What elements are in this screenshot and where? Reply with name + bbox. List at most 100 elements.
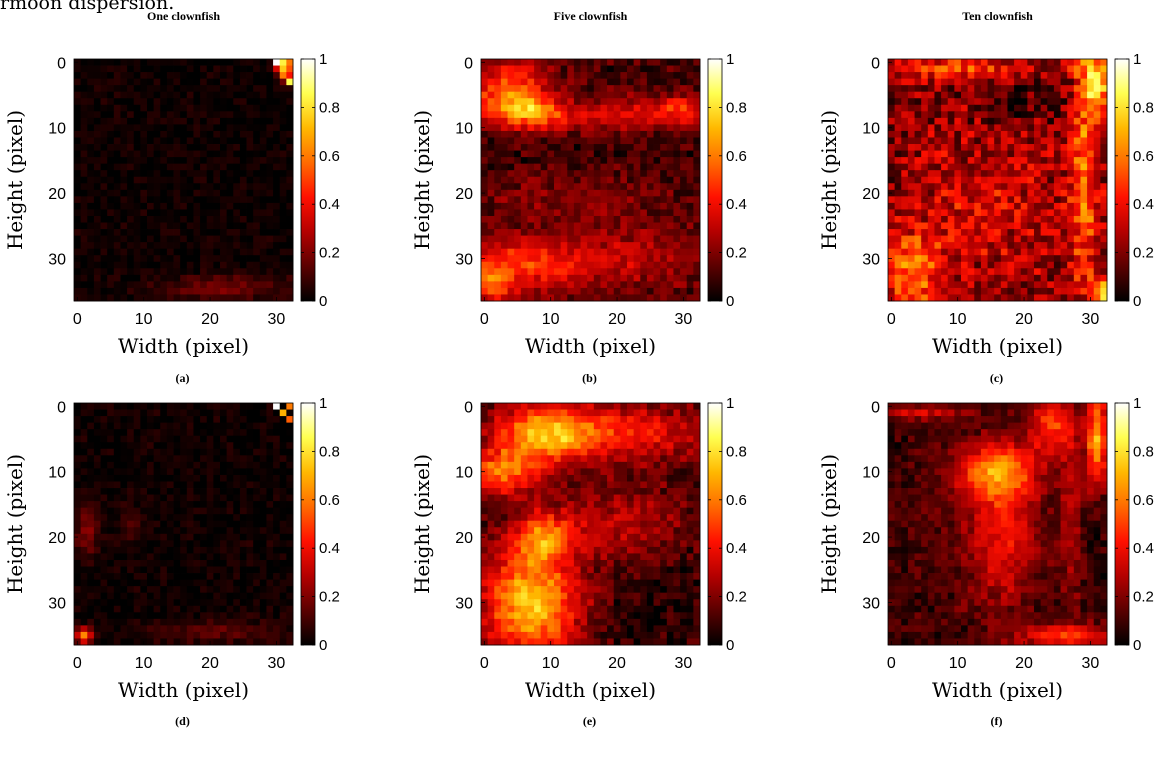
heatmap-cell bbox=[140, 124, 148, 132]
heatmap-cell bbox=[253, 625, 261, 633]
heatmap-cell bbox=[120, 242, 128, 250]
heatmap-cell bbox=[1014, 287, 1022, 295]
heatmap-cell bbox=[947, 196, 955, 204]
heatmap-cell bbox=[914, 183, 922, 191]
heatmap-cell bbox=[1000, 130, 1008, 138]
heatmap-cell bbox=[534, 261, 542, 269]
heatmap-cell bbox=[600, 268, 608, 276]
heatmap-cell bbox=[87, 403, 95, 410]
heatmap-cell bbox=[640, 72, 648, 80]
heatmap-cell bbox=[87, 144, 95, 151]
heatmap-cell bbox=[273, 474, 281, 482]
heatmap-cell bbox=[233, 514, 241, 522]
heatmap-cell bbox=[888, 235, 896, 243]
heatmap-cell bbox=[200, 144, 208, 151]
heatmap-cell bbox=[527, 196, 535, 204]
heatmap-cell bbox=[107, 474, 115, 482]
heatmap-cell bbox=[1100, 248, 1108, 256]
heatmap-cell bbox=[554, 91, 562, 99]
heatmap-cell bbox=[273, 546, 281, 554]
heatmap-cell bbox=[173, 409, 181, 417]
heatmap-cell bbox=[1020, 248, 1028, 256]
heatmap-cell bbox=[233, 274, 241, 282]
heatmap-cell bbox=[259, 215, 267, 223]
heatmap-cell bbox=[233, 117, 241, 125]
heatmap-cell bbox=[607, 176, 615, 184]
heatmap-cell bbox=[1093, 209, 1101, 217]
heatmap-cell bbox=[220, 59, 228, 66]
heatmap-cell bbox=[580, 72, 588, 80]
heatmap-cell bbox=[1034, 78, 1042, 86]
heatmap-cell bbox=[160, 287, 168, 295]
heatmap-cell bbox=[74, 235, 82, 243]
heatmap-cell bbox=[1014, 111, 1022, 119]
heatmap-cell bbox=[901, 59, 909, 66]
heatmap-cell bbox=[481, 78, 489, 86]
heatmap-cell bbox=[80, 540, 88, 548]
heatmap-cell bbox=[107, 150, 115, 158]
heatmap-cell bbox=[160, 618, 168, 626]
heatmap-cell bbox=[1027, 202, 1035, 210]
heatmap-cell bbox=[87, 72, 95, 80]
heatmap-cell bbox=[980, 72, 988, 80]
heatmap-cell bbox=[527, 229, 535, 236]
heatmap-cell bbox=[226, 268, 234, 276]
colorbar: 00.20.40.60.81 bbox=[300, 51, 340, 310]
heatmap-cell bbox=[173, 403, 181, 410]
heatmap-cell bbox=[273, 403, 281, 410]
heatmap-cell bbox=[967, 59, 975, 66]
heatmap-cell bbox=[233, 566, 241, 574]
heatmap-cell bbox=[1007, 255, 1015, 263]
heatmap-cell bbox=[620, 215, 628, 223]
heatmap-cell bbox=[220, 429, 228, 437]
heatmap-cell bbox=[127, 553, 135, 561]
heatmap-cell bbox=[80, 429, 88, 437]
heatmap-cell bbox=[520, 248, 528, 256]
heatmap-cell bbox=[914, 150, 922, 158]
heatmap-cell bbox=[193, 202, 201, 210]
heatmap-cell bbox=[239, 612, 247, 620]
heatmap-cell bbox=[153, 215, 161, 223]
heatmap-cell bbox=[653, 255, 661, 263]
heatmap-cell bbox=[193, 599, 201, 607]
heatmap-cell bbox=[901, 157, 909, 165]
heatmap-cell bbox=[660, 59, 668, 66]
heatmap-cell bbox=[600, 189, 608, 197]
heatmap-cell bbox=[173, 85, 181, 93]
heatmap-cell bbox=[693, 91, 701, 99]
heatmap-cell bbox=[1060, 196, 1068, 204]
heatmap-cell bbox=[266, 78, 274, 86]
heatmap-cell bbox=[107, 202, 115, 210]
heatmap-cell bbox=[1020, 130, 1028, 138]
heatmap-cell bbox=[74, 268, 82, 276]
heatmap-cell bbox=[273, 91, 281, 99]
heatmap-cell bbox=[253, 435, 261, 443]
heatmap-cell bbox=[273, 59, 281, 66]
heatmap-cell bbox=[133, 170, 141, 178]
heatmap-cell bbox=[934, 287, 942, 295]
heatmap-cell bbox=[1087, 261, 1095, 269]
heatmap-cell bbox=[994, 150, 1002, 158]
heatmap-cell bbox=[213, 625, 221, 633]
heatmap-cell bbox=[113, 65, 121, 73]
heatmap-cell bbox=[107, 422, 115, 430]
heatmap-cell bbox=[213, 501, 221, 509]
heatmap-cell bbox=[1020, 202, 1028, 210]
heatmap-cell bbox=[226, 520, 234, 528]
heatmap-cell bbox=[193, 546, 201, 554]
heatmap-cell bbox=[560, 150, 568, 158]
heatmap-cell bbox=[74, 514, 82, 522]
heatmap-cell bbox=[166, 130, 174, 138]
heatmap-cell bbox=[200, 170, 208, 178]
heatmap-cell bbox=[246, 72, 254, 80]
heatmap-cell bbox=[220, 104, 228, 112]
heatmap-cell bbox=[613, 274, 621, 282]
heatmap-cell bbox=[166, 494, 174, 502]
heatmap-cell bbox=[173, 442, 181, 450]
heatmap-cell bbox=[80, 229, 88, 236]
heatmap-cell bbox=[173, 520, 181, 528]
heatmap-cell bbox=[127, 196, 135, 204]
heatmap-cell bbox=[994, 111, 1002, 119]
heatmap-cell bbox=[620, 294, 628, 302]
heatmap-cell bbox=[941, 137, 949, 145]
